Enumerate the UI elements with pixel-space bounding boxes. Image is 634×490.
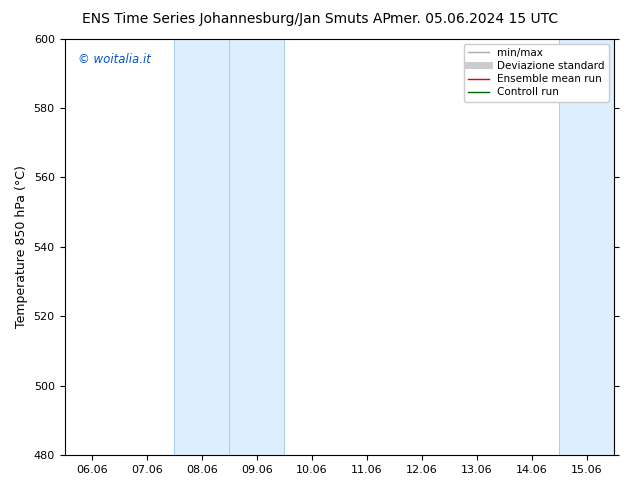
Bar <box>174 39 285 455</box>
Legend: min/max, Deviazione standard, Ensemble mean run, Controll run: min/max, Deviazione standard, Ensemble m… <box>464 44 609 101</box>
Text: ENS Time Series Johannesburg/Jan Smuts AP: ENS Time Series Johannesburg/Jan Smuts A… <box>82 12 391 26</box>
Y-axis label: Temperature 850 hPa (°C): Temperature 850 hPa (°C) <box>15 166 28 328</box>
Bar <box>559 39 614 455</box>
Text: © woitalia.it: © woitalia.it <box>78 53 151 66</box>
Text: mer. 05.06.2024 15 UTC: mer. 05.06.2024 15 UTC <box>390 12 558 26</box>
